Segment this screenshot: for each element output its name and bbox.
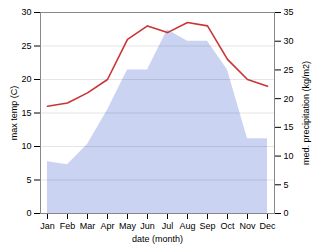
svg-text:Mar: Mar: [80, 221, 96, 231]
svg-text:Jun: Jun: [140, 221, 155, 231]
svg-text:max temp (C): max temp (C): [9, 86, 19, 141]
svg-text:Aug: Aug: [179, 221, 195, 231]
svg-text:20: 20: [284, 94, 294, 104]
svg-text:30: 30: [21, 7, 31, 17]
svg-text:5: 5: [26, 175, 31, 185]
svg-text:Feb: Feb: [60, 221, 76, 231]
svg-text:Apr: Apr: [100, 221, 114, 231]
svg-text:0: 0: [26, 208, 31, 218]
svg-text:Sep: Sep: [199, 221, 215, 231]
svg-text:25: 25: [21, 41, 31, 51]
svg-text:5: 5: [284, 180, 289, 190]
svg-text:Nov: Nov: [239, 221, 256, 231]
svg-text:Jul: Jul: [162, 221, 174, 231]
svg-text:10: 10: [284, 151, 294, 161]
svg-text:15: 15: [284, 122, 294, 132]
svg-text:May: May: [119, 221, 137, 231]
svg-text:med. precipitation (kg/m2): med. precipitation (kg/m2): [301, 61, 311, 165]
svg-text:Dec: Dec: [259, 221, 276, 231]
svg-text:Oct: Oct: [220, 221, 235, 231]
svg-text:25: 25: [284, 65, 294, 75]
svg-text:0: 0: [284, 208, 289, 218]
svg-text:Jan: Jan: [40, 221, 55, 231]
svg-text:date (month): date (month): [132, 234, 183, 244]
svg-text:30: 30: [284, 36, 294, 46]
svg-text:20: 20: [21, 74, 31, 84]
svg-text:15: 15: [21, 108, 31, 118]
svg-text:35: 35: [284, 7, 294, 17]
svg-text:10: 10: [21, 141, 31, 151]
